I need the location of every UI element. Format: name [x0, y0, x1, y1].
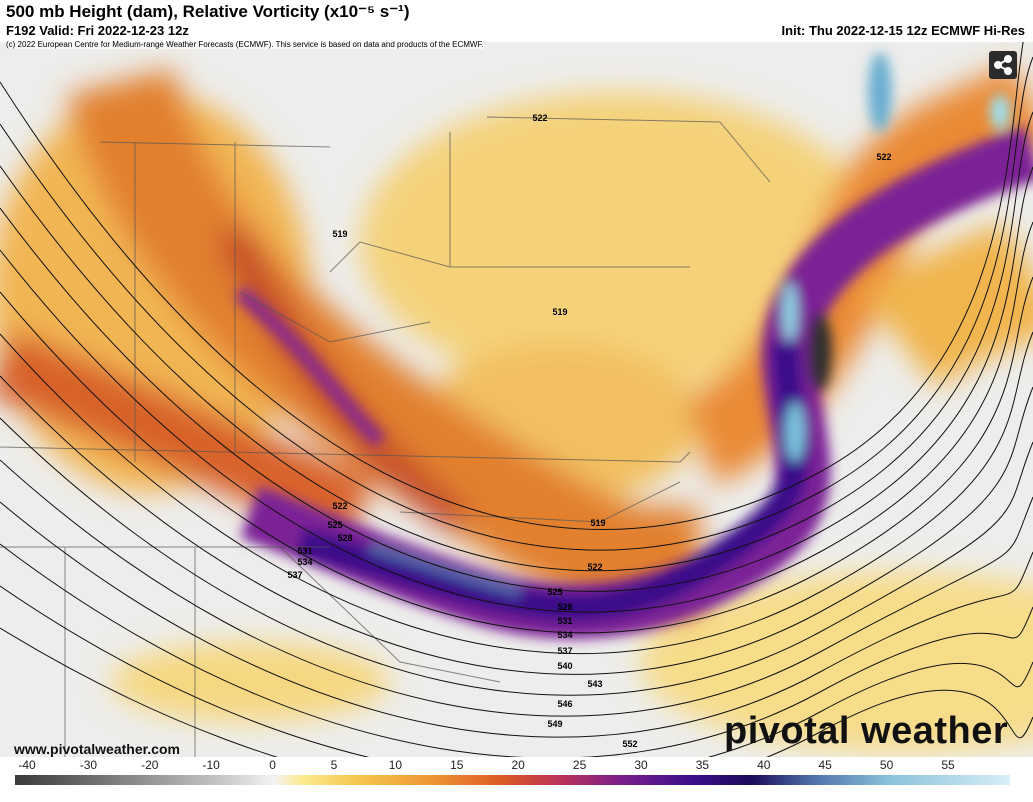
colorbar-tick-label: -10 [202, 758, 220, 772]
colorbar-tick-label: -40 [18, 758, 36, 772]
colorbar-tick-label: 40 [757, 758, 771, 772]
contour-label: 552 [622, 739, 637, 749]
contour-line [0, 42, 1024, 530]
contour-label: 540 [557, 661, 572, 671]
contour-line [0, 375, 1033, 675]
title: 500 mb Height (dam), Relative Vorticity … [6, 2, 410, 21]
share-button[interactable] [989, 51, 1017, 79]
contour-label: 519 [590, 518, 605, 528]
state-borders [0, 116, 771, 757]
share-icon [994, 55, 1012, 75]
colorbar-tick-label: 35 [695, 758, 710, 772]
contour-label: 534 [297, 557, 312, 567]
contour-line [0, 111, 1033, 572]
contour-line [0, 627, 1033, 757]
contour-line [0, 166, 1033, 592]
contour-label: 519 [332, 229, 347, 239]
contour-label: 522 [532, 113, 547, 123]
contour-label: 522 [876, 152, 891, 162]
contour-label: 549 [547, 719, 562, 729]
contour-line [0, 56, 1033, 551]
contour-label: 522 [332, 501, 347, 511]
contour-label: 543 [587, 679, 602, 689]
contour-label: 522 [587, 562, 602, 572]
contour-line [0, 501, 1033, 738]
contour-line [0, 331, 1033, 654]
contour-label: 528 [337, 533, 352, 543]
colorbar-tick-label: 0 [269, 758, 276, 772]
contour-label: 531 [297, 546, 312, 556]
colorbar-tick-label: -20 [141, 758, 159, 772]
contour-label: 546 [557, 699, 572, 709]
colorbar-tick-label: 45 [818, 758, 832, 772]
watermark: pivotal weather [724, 710, 1009, 752]
colorbar-tick-label: 55 [941, 758, 955, 772]
contour-label: 519 [552, 307, 567, 317]
colorbar [15, 775, 1010, 785]
contour-label: 534 [557, 630, 572, 640]
copyright: (c) 2022 European Centre for Medium-rang… [6, 40, 484, 49]
vorticity-core [234, 52, 1033, 639]
colorbar-tick-label: 25 [572, 758, 587, 772]
contour-line [0, 276, 1033, 634]
colorbar-tick-label: 30 [634, 758, 648, 772]
colorbar-ticks: -40 -30 -20 -10 0 5 10 15 20 25 30 35 40 45 50 55 [0, 758, 1033, 774]
contour-label: 525 [547, 587, 562, 597]
contour-line [0, 459, 1033, 717]
contour-label: 537 [557, 646, 572, 656]
colorbar-tick-label: 10 [388, 758, 403, 772]
colorbar-tick-label: -30 [79, 758, 98, 772]
site-url: www.pivotalweather.com [14, 741, 180, 757]
contour-line [0, 543, 1033, 757]
init-time: Init: Thu 2022-12-15 12z ECMWF Hi-Res [781, 23, 1025, 38]
contour-label: 528 [557, 602, 572, 612]
contour-label: 531 [557, 616, 572, 626]
colorbar-tick-label: 5 [330, 758, 338, 772]
colorbar-tick-label: 20 [511, 758, 525, 772]
contour-line [0, 585, 1033, 757]
map: 5225225195195225255285315345375195225255… [0, 42, 1033, 757]
contour-line [0, 417, 1033, 696]
contour-label: 537 [287, 570, 302, 580]
contour-line [0, 221, 1033, 613]
contour-label: 525 [327, 520, 342, 530]
colorbar-tick-label: 50 [879, 758, 894, 772]
height-contours [0, 42, 1033, 757]
valid-time: F192 Valid: Fri 2022-12-23 12z [6, 23, 189, 38]
colorbar-tick-label: 15 [450, 758, 464, 772]
contour-labels: 5225225195195225255285315345375195225255… [287, 113, 891, 749]
